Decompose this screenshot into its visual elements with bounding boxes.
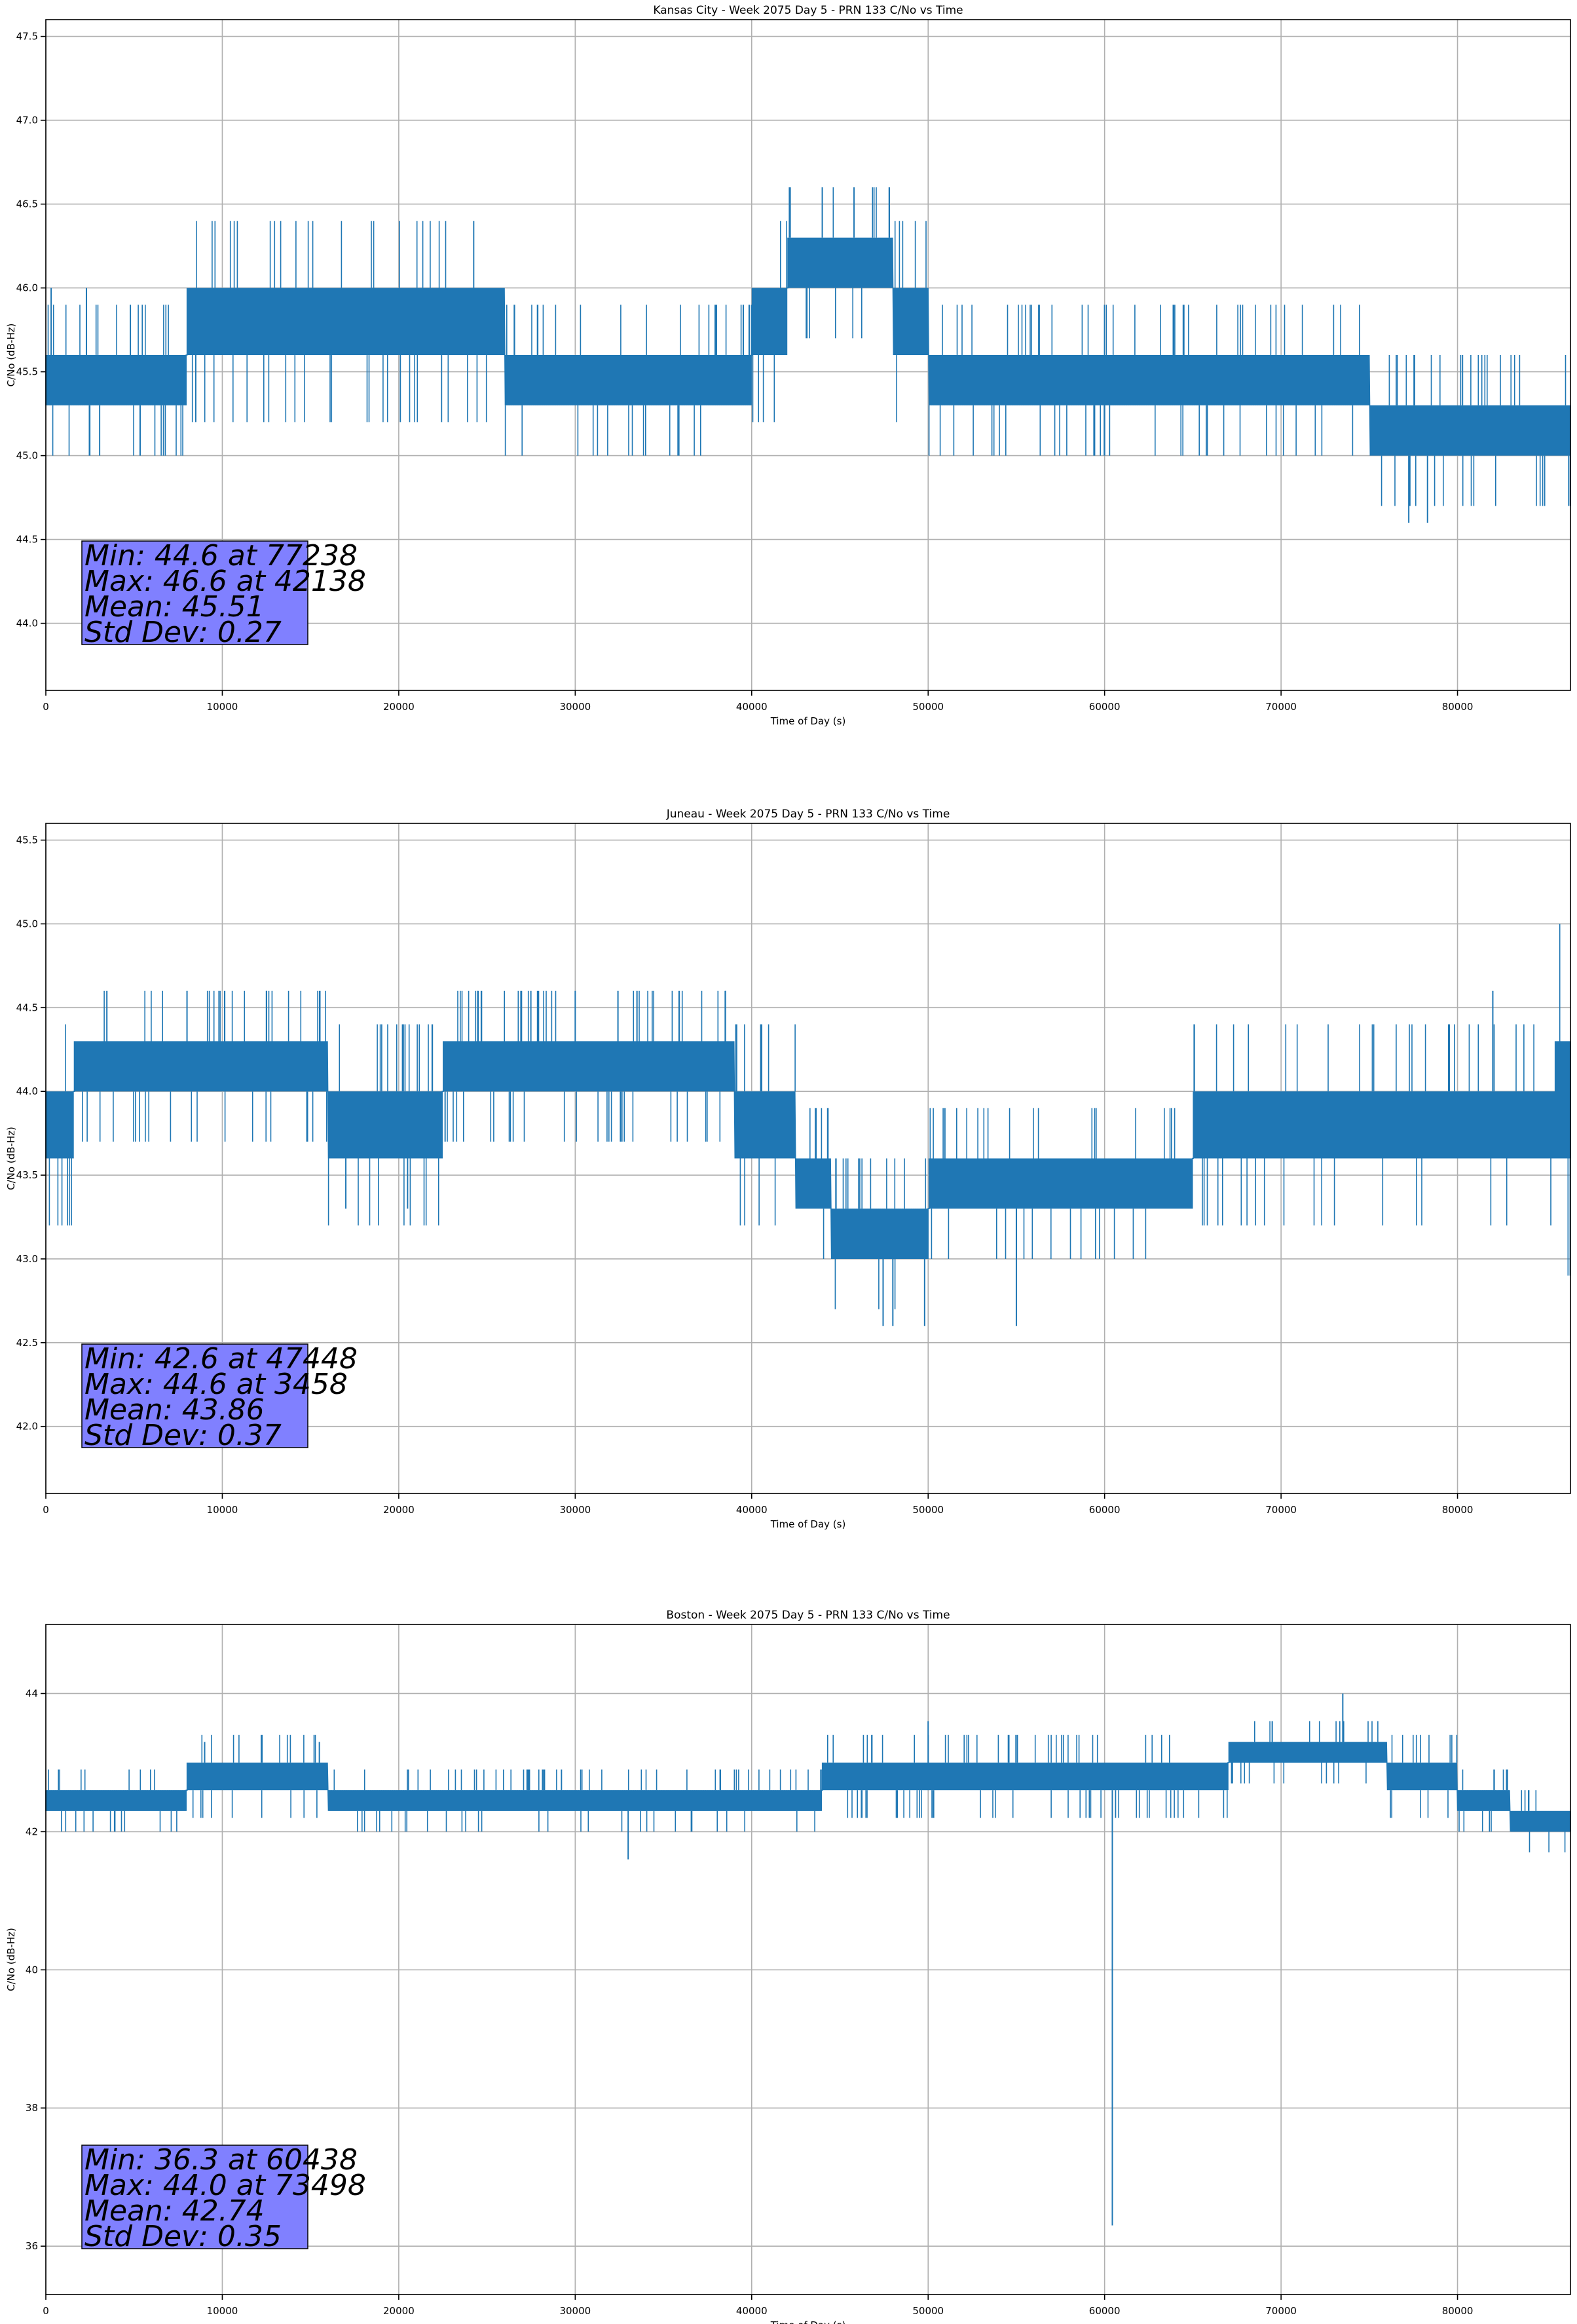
chart-title: Kansas City - Week 2075 Day 5 - PRN 133 … bbox=[653, 4, 963, 17]
x-tick-label: 30000 bbox=[559, 2305, 591, 2317]
y-tick-label: 45.0 bbox=[16, 918, 38, 929]
x-tick-label: 20000 bbox=[383, 701, 415, 713]
y-tick-label: 45.5 bbox=[16, 366, 38, 378]
y-axis-label: C/No (dB-Hz) bbox=[5, 1127, 17, 1190]
x-tick-label: 80000 bbox=[1442, 2305, 1474, 2317]
data-series-line bbox=[45, 1041, 1571, 1260]
stats-max: Max: 44.6 at 3458 bbox=[84, 1368, 348, 1401]
y-tick-label: 44.5 bbox=[16, 534, 38, 546]
x-tick-label: 20000 bbox=[383, 2305, 415, 2317]
y-tick-label: 47.5 bbox=[16, 31, 38, 43]
x-tick-label: 60000 bbox=[1089, 701, 1121, 713]
axes-frame bbox=[45, 823, 1571, 1494]
y-tick-label: 43.5 bbox=[16, 1169, 38, 1181]
y-tick-label: 43.0 bbox=[16, 1253, 38, 1265]
x-axis-label: Time of Day (s) bbox=[770, 715, 846, 727]
y-tick-label: 44 bbox=[26, 1687, 38, 1699]
stats-mean: Mean: 45.51 bbox=[84, 590, 265, 624]
data-series-line bbox=[45, 237, 1571, 456]
x-tick-label: 70000 bbox=[1265, 1504, 1297, 1516]
x-tick-label: 50000 bbox=[912, 1504, 944, 1516]
x-tick-label: 60000 bbox=[1089, 1504, 1121, 1516]
chart-panel-1: 0 10000 20000 30000 40000 50000 60000 70000 8000… bbox=[5, 808, 1571, 1530]
stats-box bbox=[81, 1343, 308, 1448]
y-tick-label: 44.0 bbox=[16, 618, 38, 629]
chart-title: Juneau - Week 2075 Day 5 - PRN 133 C/No … bbox=[666, 808, 950, 821]
x-tick-label: 0 bbox=[43, 1504, 49, 1516]
y-axis-label: C/No (dB-Hz) bbox=[5, 1928, 17, 1991]
x-tick-label: 20000 bbox=[383, 1504, 415, 1516]
x-tick-label: 70000 bbox=[1265, 2305, 1297, 2317]
x-axis-label: Time of Day (s) bbox=[770, 1518, 846, 1530]
data-series-line bbox=[45, 1742, 1571, 1832]
x-tick-label: 0 bbox=[43, 2305, 49, 2317]
stats-min: Min: 36.3 at 60438 bbox=[84, 2143, 358, 2177]
data-series-fluctuations bbox=[48, 924, 1571, 1309]
y-tick-label: 36 bbox=[26, 2240, 38, 2252]
stats-max: Max: 46.6 at 42138 bbox=[84, 565, 366, 598]
x-tick-label: 70000 bbox=[1265, 701, 1297, 713]
y-tick-label: 42 bbox=[26, 1826, 38, 1837]
axes-frame bbox=[45, 1624, 1571, 2295]
x-tick-label: 10000 bbox=[207, 701, 238, 713]
y-tick-label: 38 bbox=[26, 2102, 38, 2114]
stats-mean: Mean: 42.74 bbox=[84, 2194, 265, 2228]
x-tick-label: 40000 bbox=[736, 701, 768, 713]
x-tick-label: 50000 bbox=[912, 701, 944, 713]
y-tick-label: 40 bbox=[26, 1964, 38, 1976]
stats-min: Min: 42.6 at 47448 bbox=[84, 1342, 358, 1376]
x-tick-label: 30000 bbox=[559, 701, 591, 713]
stats-mean: Mean: 43.86 bbox=[84, 1393, 265, 1427]
x-axis-label: Time of Day (s) bbox=[770, 2319, 846, 2324]
chart-title: Boston - Week 2075 Day 5 - PRN 133 C/No … bbox=[666, 1609, 950, 1622]
y-tick-label: 44.5 bbox=[16, 1002, 38, 1013]
x-tick-label: 0 bbox=[43, 701, 49, 713]
x-tick-label: 10000 bbox=[207, 1504, 238, 1516]
axes-frame bbox=[45, 19, 1571, 691]
y-tick-label: 46.5 bbox=[16, 198, 38, 210]
chart-panel-0: 0 10000 20000 30000 40000 50000 60000 70000 8000… bbox=[5, 4, 1571, 727]
y-tick-label: 47.0 bbox=[16, 115, 38, 126]
x-tick-label: 40000 bbox=[736, 1504, 768, 1516]
y-tick-label: 46.0 bbox=[16, 282, 38, 294]
y-tick-label: 45.5 bbox=[16, 834, 38, 846]
stats-std: Std Dev: 0.35 bbox=[84, 2220, 282, 2253]
y-tick-label: 45.0 bbox=[16, 450, 38, 462]
chart-panel-2: 0 10000 20000 30000 40000 50000 60000 70000 8000… bbox=[5, 1609, 1571, 2324]
x-tick-label: 10000 bbox=[207, 2305, 238, 2317]
y-tick-label: 42.0 bbox=[16, 1421, 38, 1433]
stats-min: Min: 44.6 at 77238 bbox=[84, 539, 358, 572]
stats-box bbox=[81, 2145, 308, 2249]
stats-max: Max: 44.0 at 73498 bbox=[84, 2169, 366, 2202]
y-axis-label: C/No (dB-Hz) bbox=[5, 324, 17, 387]
x-tick-label: 30000 bbox=[559, 1504, 591, 1516]
stats-std: Std Dev: 0.37 bbox=[84, 1419, 282, 1452]
y-tick-label: 42.5 bbox=[16, 1337, 38, 1349]
stats-std: Std Dev: 0.27 bbox=[84, 616, 282, 649]
data-series-fluctuations bbox=[48, 1721, 1566, 1852]
x-tick-label: 80000 bbox=[1442, 701, 1474, 713]
y-tick-label: 44.0 bbox=[16, 1085, 38, 1097]
x-tick-label: 50000 bbox=[912, 2305, 944, 2317]
data-series-fluctuations bbox=[47, 187, 1571, 506]
x-tick-label: 60000 bbox=[1089, 2305, 1121, 2317]
x-tick-label: 40000 bbox=[736, 2305, 768, 2317]
x-tick-label: 80000 bbox=[1442, 1504, 1474, 1516]
stats-box bbox=[81, 540, 308, 645]
